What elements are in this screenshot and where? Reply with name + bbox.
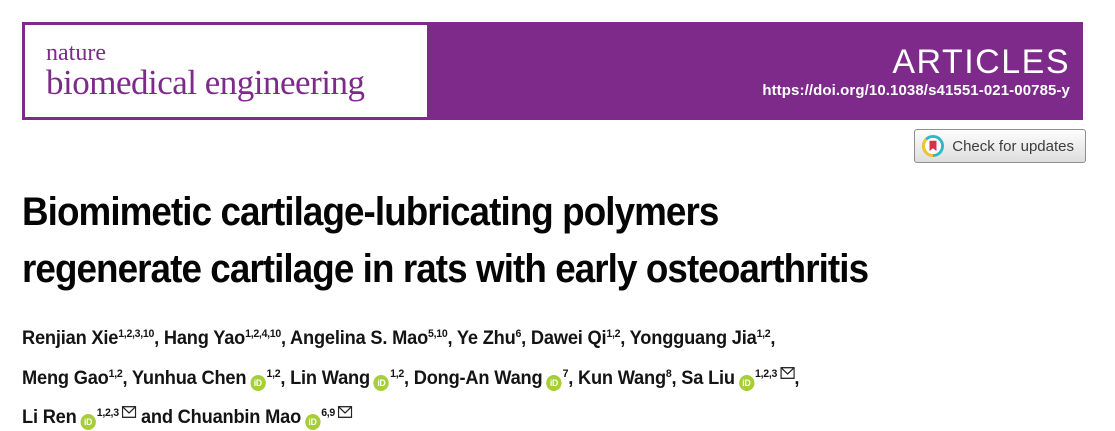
- journal-brand-line2: biomedical engineering: [46, 62, 365, 102]
- author-name: Chuanbin Mao: [177, 407, 302, 428]
- article-title-line2: regenerate cartilage in rats with early …: [22, 247, 869, 291]
- author-name: Ye Zhu: [456, 328, 516, 349]
- author-name: Dawei Qi: [530, 328, 607, 349]
- orcid-icon[interactable]: iD: [738, 374, 755, 391]
- author-name: Meng Gao: [22, 367, 109, 389]
- author-affiliations: 1,2: [756, 328, 771, 340]
- author-separator: ,: [122, 367, 132, 389]
- author-affiliations: 1,2,3,10: [118, 328, 155, 340]
- author-separator: ,: [280, 367, 291, 389]
- journal-masthead: nature biomedical engineering ARTICLES h…: [22, 22, 1083, 120]
- author-affiliations: 1,2: [606, 328, 621, 340]
- author-separator: ,: [671, 367, 682, 389]
- orcid-icon[interactable]: iD: [80, 414, 96, 430]
- author-affiliations: 5,10: [428, 328, 448, 340]
- author-separator: ,: [568, 367, 578, 389]
- author-list: Renjian Xie1,2,3,10, Hang Yao1,2,4,10, A…: [22, 323, 799, 431]
- email-icon[interactable]: [779, 358, 795, 390]
- author-affiliations: 7: [562, 367, 569, 380]
- author-affiliations: 8: [665, 367, 672, 380]
- masthead-banner: ARTICLES https://doi.org/10.1038/s41551-…: [430, 22, 1083, 120]
- author-separator: ,: [280, 328, 291, 349]
- orcid-icon[interactable]: iD: [546, 374, 562, 391]
- orcid-icon[interactable]: iD: [373, 374, 390, 391]
- author-name: Yunhua Chen: [131, 367, 247, 389]
- author-affiliations: 1,2,3: [755, 367, 778, 380]
- author-name: Kun Wang: [577, 367, 666, 389]
- author-affiliations: 1,2: [108, 367, 123, 380]
- crossmark-icon: [922, 135, 945, 157]
- author-separator: ,: [403, 367, 414, 389]
- author-name: Yongguang Jia: [629, 328, 757, 349]
- author-name: Sa Liu: [681, 367, 735, 389]
- author-line: Li Ren iD1,2,3 and Chuanbin Mao iD6,9: [22, 397, 799, 431]
- article-type-label: ARTICLES: [892, 42, 1070, 81]
- author-name: Renjian Xie: [22, 328, 119, 349]
- author-separator: ,: [154, 328, 164, 349]
- author-separator: ,: [447, 328, 457, 349]
- check-for-updates-button[interactable]: Check for updates: [914, 129, 1086, 163]
- check-for-updates-label: Check for updates: [952, 137, 1074, 155]
- author-separator: ,: [770, 328, 776, 349]
- author-line: Renjian Xie1,2,3,10, Hang Yao1,2,4,10, A…: [22, 323, 799, 358]
- author-line: Meng Gao1,2, Yunhua Chen iD1,2, Lin Wang i…: [22, 358, 799, 398]
- author-affiliations: 1,2: [266, 367, 281, 380]
- author-separator: ,: [620, 328, 630, 349]
- author-affiliations: 1,2,4,10: [245, 328, 281, 340]
- doi-link[interactable]: https://doi.org/10.1038/s41551-021-00785…: [762, 82, 1070, 100]
- author-name: Hang Yao: [163, 328, 246, 349]
- author-affiliations: 1,2,3: [96, 407, 119, 419]
- author-name: Dong-An Wang: [413, 367, 543, 389]
- author-affiliations: 6: [515, 328, 522, 340]
- author-affiliations: 6,9: [321, 407, 336, 419]
- email-icon[interactable]: [121, 397, 137, 429]
- email-icon[interactable]: [337, 397, 353, 429]
- orcid-icon[interactable]: iD: [250, 374, 266, 391]
- author-separator: ,: [521, 328, 531, 349]
- article-title: Biomimetic cartilage-lubricating polymer…: [22, 184, 869, 298]
- author-name: Lin Wang: [290, 367, 370, 389]
- author-name: Angelina S. Mao: [290, 328, 429, 349]
- author-affiliations: 1,2: [390, 367, 404, 380]
- journal-brand-line1: nature: [46, 39, 106, 66]
- orcid-icon[interactable]: iD: [304, 414, 321, 430]
- author-separator: and: [136, 407, 178, 428]
- journal-logo[interactable]: nature biomedical engineering: [22, 22, 430, 120]
- author-name: Li Ren: [22, 407, 77, 428]
- article-title-line1: Biomimetic cartilage-lubricating polymer…: [22, 190, 719, 234]
- author-separator: ,: [794, 367, 800, 389]
